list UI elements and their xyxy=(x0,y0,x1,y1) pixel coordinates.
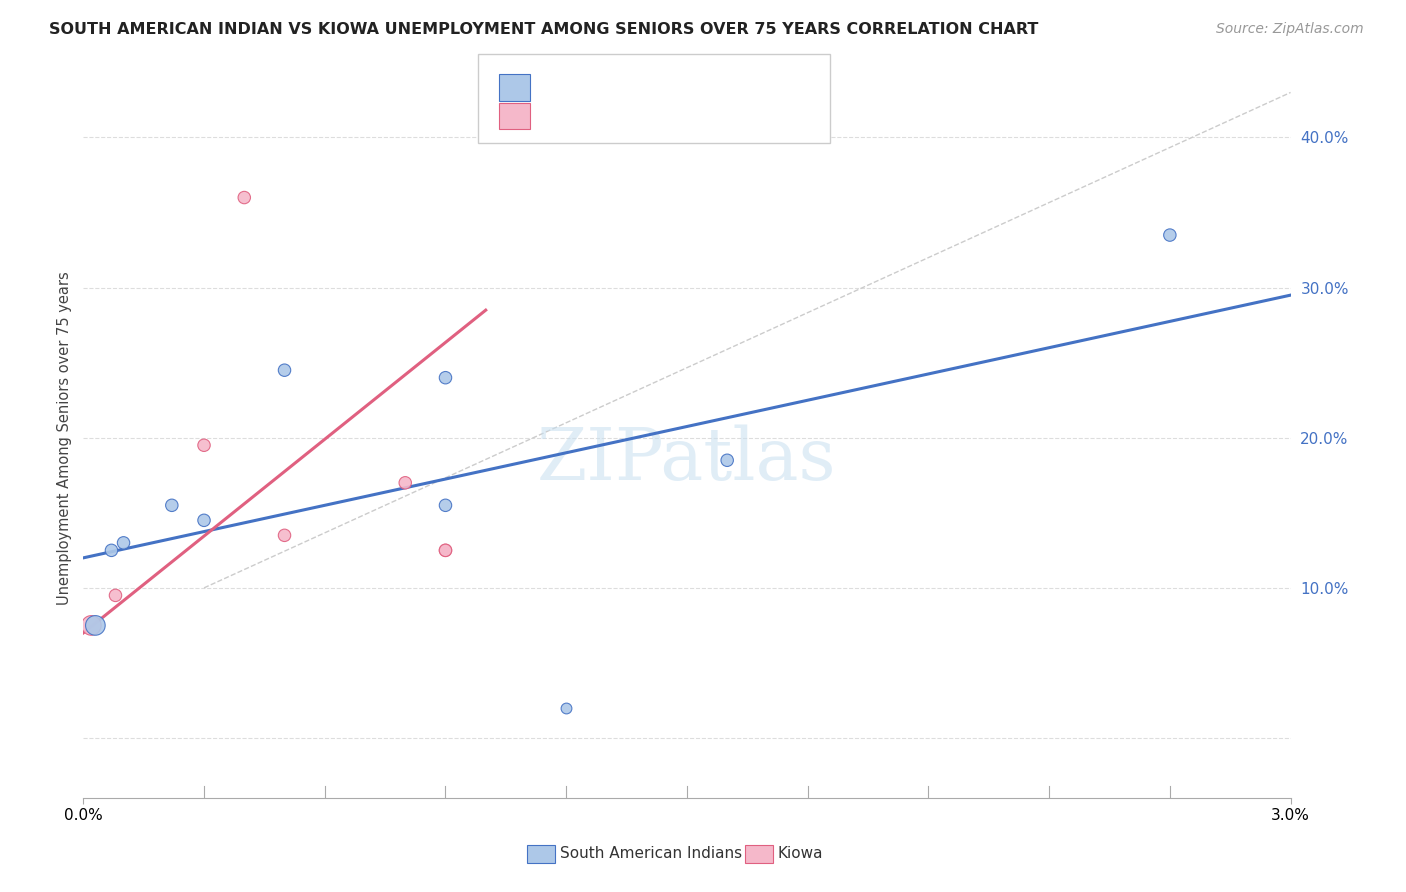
Text: SOUTH AMERICAN INDIAN VS KIOWA UNEMPLOYMENT AMONG SENIORS OVER 75 YEARS CORRELAT: SOUTH AMERICAN INDIAN VS KIOWA UNEMPLOYM… xyxy=(49,22,1039,37)
Point xyxy=(80,618,103,632)
Point xyxy=(112,536,135,550)
Point xyxy=(100,543,122,558)
Point xyxy=(434,370,457,384)
Point xyxy=(104,588,127,602)
Point xyxy=(434,543,457,558)
Y-axis label: Unemployment Among Seniors over 75 years: Unemployment Among Seniors over 75 years xyxy=(58,271,72,605)
Point xyxy=(193,438,215,452)
Point xyxy=(160,498,183,512)
Text: Kiowa: Kiowa xyxy=(778,847,823,861)
Point xyxy=(394,475,416,490)
Point xyxy=(273,528,295,542)
Point xyxy=(716,453,738,467)
Point xyxy=(555,701,578,715)
Point xyxy=(84,618,107,632)
Text: ZIPatlas: ZIPatlas xyxy=(537,424,837,495)
Text: South American Indians: South American Indians xyxy=(560,847,742,861)
Point xyxy=(434,498,457,512)
Point xyxy=(193,513,215,527)
Text: Source: ZipAtlas.com: Source: ZipAtlas.com xyxy=(1216,22,1364,37)
Point xyxy=(434,543,457,558)
Point xyxy=(233,190,256,204)
Point xyxy=(1159,228,1181,243)
Point xyxy=(273,363,295,377)
